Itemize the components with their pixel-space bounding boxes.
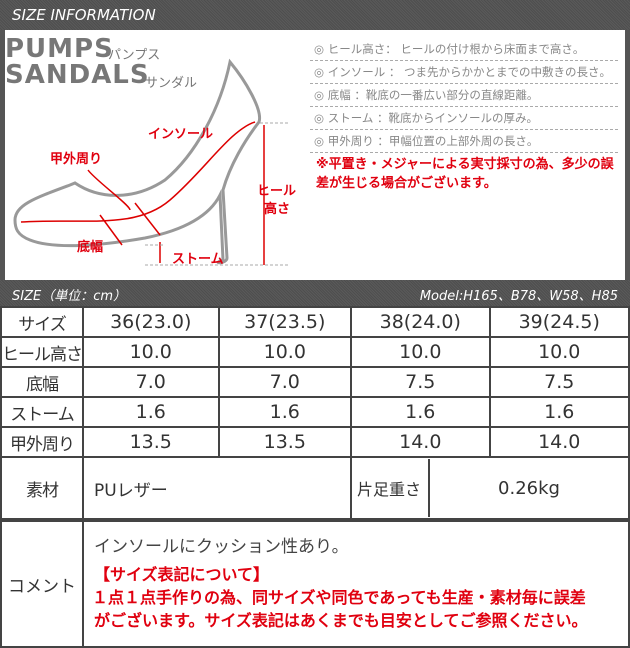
comment-label: コメント [2,522,84,646]
note-item: ◎ ストーム ：靴底からインソールの厚み。 [310,107,618,130]
material-row: 素材 PUレザー 片足重さ 0.26kg [0,456,630,520]
size-diagram-panel: PUMPS パンプス SANDALS サンダル インソール 甲外周り 底幅 スト… [5,30,625,280]
label-instep: 甲外周り [50,152,103,167]
label-insole: インソール [148,127,214,142]
table-row: ストーム 1.6 1.6 1.6 1.6 [0,396,630,428]
cell: 7.5 [350,366,491,398]
cell: 7.0 [82,366,220,398]
notice-line: １点１点手作りの為、同サイズや同色であっても生産・素材毎に誤差 [92,588,586,607]
table-row: 底幅 7.0 7.0 7.5 7.5 [0,366,630,398]
measurement-warning: ※平置き・メジャーによる実寸採寸の為、多少の誤差が生じる場合がございます。 [316,157,614,191]
cell: 7.5 [488,366,630,398]
label-storm: ストーム [172,252,224,267]
note-item: ◎ インソール ： つま先からかかとまでの中敷きの長さ。 [310,61,618,84]
cell: 14.0 [488,426,630,458]
header-cell: 39(24.5) [488,306,630,338]
material-label: 素材 [0,456,84,520]
cell: 10.0 [82,336,220,368]
size-unit-label: SIZE（単位：cm） [12,289,127,304]
notice-title: 【サイズ表記について】 [94,565,270,584]
header-cell: 36(23.0) [82,306,220,338]
material-value: PUレザー [81,456,353,520]
cell: 1.6 [217,396,353,428]
cell: 14.0 [350,426,491,458]
header-title: SIZE INFORMATION [12,6,156,24]
cell: 13.5 [82,426,220,458]
model-info: Model:H165、B78、W58、H85 [419,289,618,304]
label-heel: ヒール [257,184,297,199]
row-label: ストーム [0,396,84,428]
shoe-diagram [13,58,290,266]
size-table: サイズ 36(23.0) 37(23.5) 38(24.0) 39(24.5) … [0,306,630,520]
size-bar: SIZE（単位：cm） Model:H165、B78、W58、H85 [0,280,630,306]
note-item: ◎ ヒール高さ： ヒールの付け根から床面まで高さ。 [310,38,618,61]
row-label: ヒール高さ [0,336,84,368]
header-bar: SIZE INFORMATION [0,0,630,30]
table-row: 甲外周り 13.5 13.5 14.0 14.0 [0,426,630,458]
table-row: ヒール高さ 10.0 10.0 10.0 10.0 [0,336,630,368]
weight-label: 片足重さ [350,459,431,517]
label-width: 底幅 [77,240,104,255]
label-heel-height: 高さ [264,202,291,217]
cell: 7.0 [217,366,353,398]
note-item: ◎ 底幅 ：靴底の一番広い部分の直線距離。 [310,84,618,107]
cell: 13.5 [217,426,353,458]
cell: 10.0 [488,336,630,368]
cell: 1.6 [350,396,491,428]
table-header-row: サイズ 36(23.0) 37(23.5) 38(24.0) 39(24.5) [0,306,630,338]
weight-value: 0.26kg [498,477,560,499]
comment-section: コメント インソールにクッション性あり。 【サイズ表記について】 １点１点手作り… [0,520,630,648]
cell: 1.6 [488,396,630,428]
brand-pumps: PUMPS [5,34,114,64]
row-label: 甲外周り [0,426,84,458]
row-label: 底幅 [0,366,84,398]
brand-sandals: SANDALS [5,60,150,90]
comment-text: インソールにクッション性あり。 [94,537,349,557]
header-cell: 37(23.5) [217,306,353,338]
header-cell: サイズ [0,306,84,338]
brand-sandals-kana: サンダル [145,76,198,91]
brand-pumps-kana: パンプス [108,48,161,63]
cell: 1.6 [82,396,220,428]
notice-line: がございます。サイズ表記はあくまでも目安としてご参照ください。 [94,611,588,630]
cell: 10.0 [217,336,353,368]
cell: 10.0 [350,336,491,368]
measurement-notes: ◎ ヒール高さ： ヒールの付け根から床面まで高さ。 ◎ インソール ： つま先か… [310,38,618,193]
note-item: ◎ 甲外周り ：甲幅位置の上部外周の長さ。 [310,130,618,153]
header-cell: 38(24.0) [350,306,491,338]
